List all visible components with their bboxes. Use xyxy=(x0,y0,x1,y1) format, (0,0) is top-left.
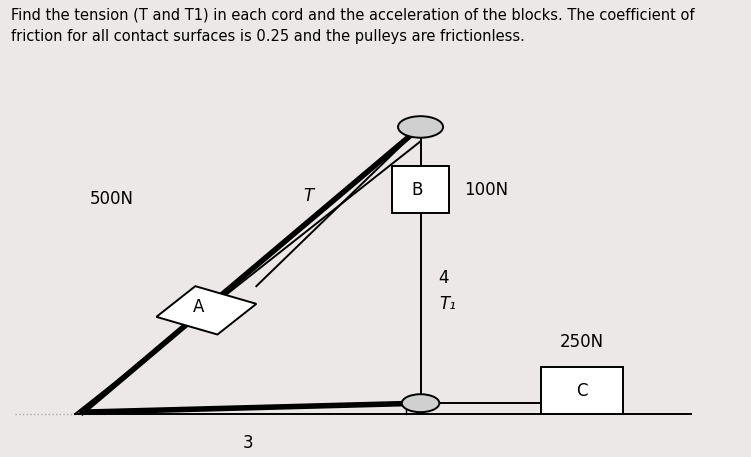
Text: C: C xyxy=(576,382,588,399)
Circle shape xyxy=(402,394,439,412)
Polygon shape xyxy=(156,286,256,335)
Text: A: A xyxy=(193,298,204,316)
Text: T: T xyxy=(303,187,313,205)
Text: 4: 4 xyxy=(438,269,448,287)
Text: 500N: 500N xyxy=(90,190,134,207)
Text: T₁: T₁ xyxy=(439,295,456,313)
Text: Find the tension (T and T1) in each cord and the acceleration of the blocks. The: Find the tension (T and T1) in each cord… xyxy=(11,8,695,44)
Bar xyxy=(393,166,449,213)
Text: 250N: 250N xyxy=(560,333,604,351)
Text: 3: 3 xyxy=(243,434,253,452)
Text: 100N: 100N xyxy=(464,181,508,199)
Bar xyxy=(541,367,623,414)
Circle shape xyxy=(398,116,443,138)
Text: B: B xyxy=(411,181,423,199)
